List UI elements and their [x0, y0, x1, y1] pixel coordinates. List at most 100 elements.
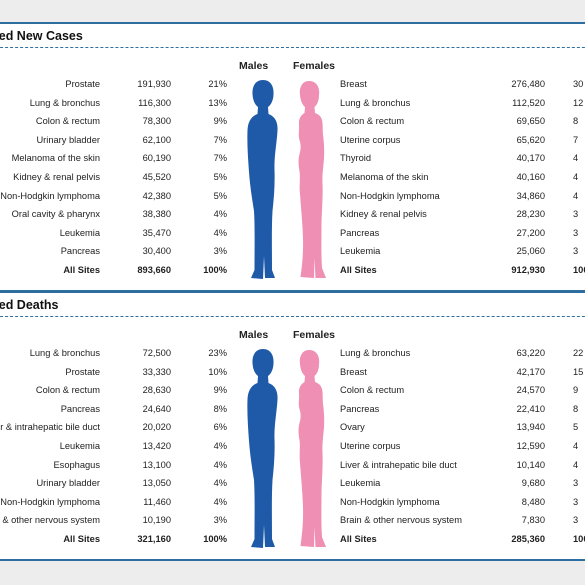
new-cases-panel: nated New Cases Males Females Prostate 19… [0, 22, 585, 292]
female-site-label: Lung & bronchus [340, 97, 411, 108]
male-percent: 4% [213, 478, 227, 489]
female-site-label: Non-Hodgkin lymphoma [340, 190, 440, 201]
male-percent: 23% [208, 348, 227, 358]
female-site-label: Breast [340, 79, 367, 89]
male-percent: 7% [213, 153, 227, 164]
table-row: Prostate 33,330 10% Breast 42,170 15 [0, 363, 585, 382]
female-figure-icon [298, 350, 326, 547]
male-count: 11,460 [143, 496, 171, 507]
table-row: Pancreas 30,400 3% Leukemia 25,060 3 [0, 242, 585, 261]
male-percent: 7% [213, 134, 227, 145]
female-percent: 100 [573, 534, 585, 544]
male-site-label: Kidney & renal pelvis [13, 172, 100, 182]
table-row: Leukemia 35,470 4% Pancreas 27,200 3 [0, 224, 585, 243]
male-percent: 3% [213, 515, 227, 526]
male-count: 35,470 [142, 227, 171, 238]
female-percent: 8 [573, 403, 579, 414]
female-site-label: Brain & other nervous system [340, 515, 462, 526]
female-percent: 3 [573, 478, 579, 489]
table-row: Non-Hodgkin lymphoma 42,380 5% Non-Hodgkin … [0, 187, 585, 206]
female-count: 24,570 [516, 385, 545, 396]
male-figure-icon [247, 349, 278, 548]
table-row: Lung & bronchus 116,300 13% Lung & bronchus… [0, 94, 585, 113]
female-site-label: Pancreas [340, 403, 380, 414]
female-percent: 8 [573, 116, 579, 127]
male-percent: 3% [213, 246, 227, 257]
male-count: 191,930 [137, 79, 171, 89]
male-percent: 5% [213, 190, 227, 201]
female-site-label: Colon & rectum [340, 385, 405, 396]
table-row: Kidney & renal pelvis 45,520 5% Melanoma of… [0, 168, 585, 187]
male-percent: 100% [203, 534, 227, 544]
male-percent: 4% [213, 227, 227, 238]
female-count: 22,410 [516, 403, 545, 414]
totals-row: All Sites 321,160 100% All Sites 285,360 100 [0, 530, 585, 549]
male-count: 20,020 [142, 422, 171, 433]
table-row: Esophagus 13,100 4% Liver & intrahepatic bi… [0, 456, 585, 475]
female-count: 34,860 [516, 190, 545, 201]
male-site-label: Non-Hodgkin lymphoma [0, 190, 100, 201]
male-count: 116,300 [138, 97, 171, 108]
table-row: Liver & intrahepatic bile duct 20,020 6% Ov… [0, 418, 585, 437]
male-count: 33,330 [142, 366, 171, 377]
male-site-label: Lung & bronchus [29, 97, 100, 108]
male-percent: 4% [213, 496, 227, 507]
table-row: Colon & rectum 28,630 9% Colon & rectum 24,5… [0, 381, 585, 400]
male-percent: 10% [208, 366, 227, 377]
table-row: Lung & bronchus 72,500 23% Lung & bronchus 6… [0, 344, 585, 363]
female-count: 13,940 [516, 422, 545, 433]
table-row: Urinary bladder 62,100 7% Uterine corpus 65,… [0, 131, 585, 150]
female-site-label: Kidney & renal pelvis [340, 209, 427, 220]
female-count: 69,650 [516, 116, 545, 127]
female-site-label: Non-Hodgkin lymphoma [340, 496, 440, 507]
male-percent: 21% [208, 79, 227, 89]
female-count: 12,590 [516, 441, 545, 451]
male-site-label: Leukemia [59, 227, 100, 238]
female-percent: 7 [573, 134, 579, 145]
male-site-label: Oral cavity & pharynx [11, 209, 100, 220]
female-site-label: Liver & intrahepatic bile duct [340, 459, 457, 470]
female-count: 9,680 [521, 478, 545, 489]
female-percent: 4 [573, 190, 579, 201]
male-site-label: Esophagus [53, 459, 100, 470]
male-percent: 4% [213, 209, 227, 220]
male-figure-icon [247, 80, 278, 279]
male-count: 13,100 [142, 459, 171, 470]
totals-row: All Sites 893,660 100% All Sites 912,930 100 [0, 261, 585, 280]
male-site-label: Colon & rectum [35, 385, 100, 396]
males-header: Males [239, 329, 269, 341]
male-site-label: Non-Hodgkin lymphoma [0, 496, 100, 507]
male-site-label: Colon & rectum [35, 116, 100, 127]
male-count: 72,500 [142, 348, 171, 358]
female-count: 40,170 [516, 153, 545, 164]
male-percent: 100% [203, 265, 227, 275]
male-site-label: Leukemia [59, 441, 100, 451]
female-site-label: Uterine corpus [340, 134, 401, 145]
male-count: 60,190 [142, 153, 171, 164]
female-percent: 30 [573, 79, 584, 89]
female-percent: 100 [573, 265, 585, 275]
male-site-label: Lung & bronchus [29, 348, 100, 358]
female-site-label: Breast [340, 366, 367, 377]
female-count: 912,930 [511, 265, 545, 275]
male-percent: 6% [213, 422, 227, 433]
males-header: Males [239, 60, 269, 72]
dashed-divider [0, 47, 585, 48]
females-header: Females [293, 329, 336, 341]
female-percent: 9 [573, 385, 579, 396]
male-site-label: Liver & intrahepatic bile duct [0, 422, 100, 433]
male-site-label: Brain & other nervous system [0, 515, 100, 526]
male-percent: 4% [213, 441, 227, 451]
female-percent: 3 [573, 515, 579, 526]
female-percent: 3 [573, 209, 579, 220]
male-count: 30,400 [142, 246, 171, 257]
female-count: 112,520 [512, 97, 545, 108]
female-site-label: All Sites [340, 534, 377, 544]
male-percent: 8% [213, 403, 227, 414]
male-count: 38,380 [142, 209, 171, 220]
male-percent: 4% [213, 459, 227, 470]
dashed-divider [0, 316, 585, 317]
male-count: 24,640 [142, 403, 171, 414]
female-site-label: Melanoma of the skin [340, 172, 429, 182]
male-site-label: Pancreas [60, 403, 100, 414]
